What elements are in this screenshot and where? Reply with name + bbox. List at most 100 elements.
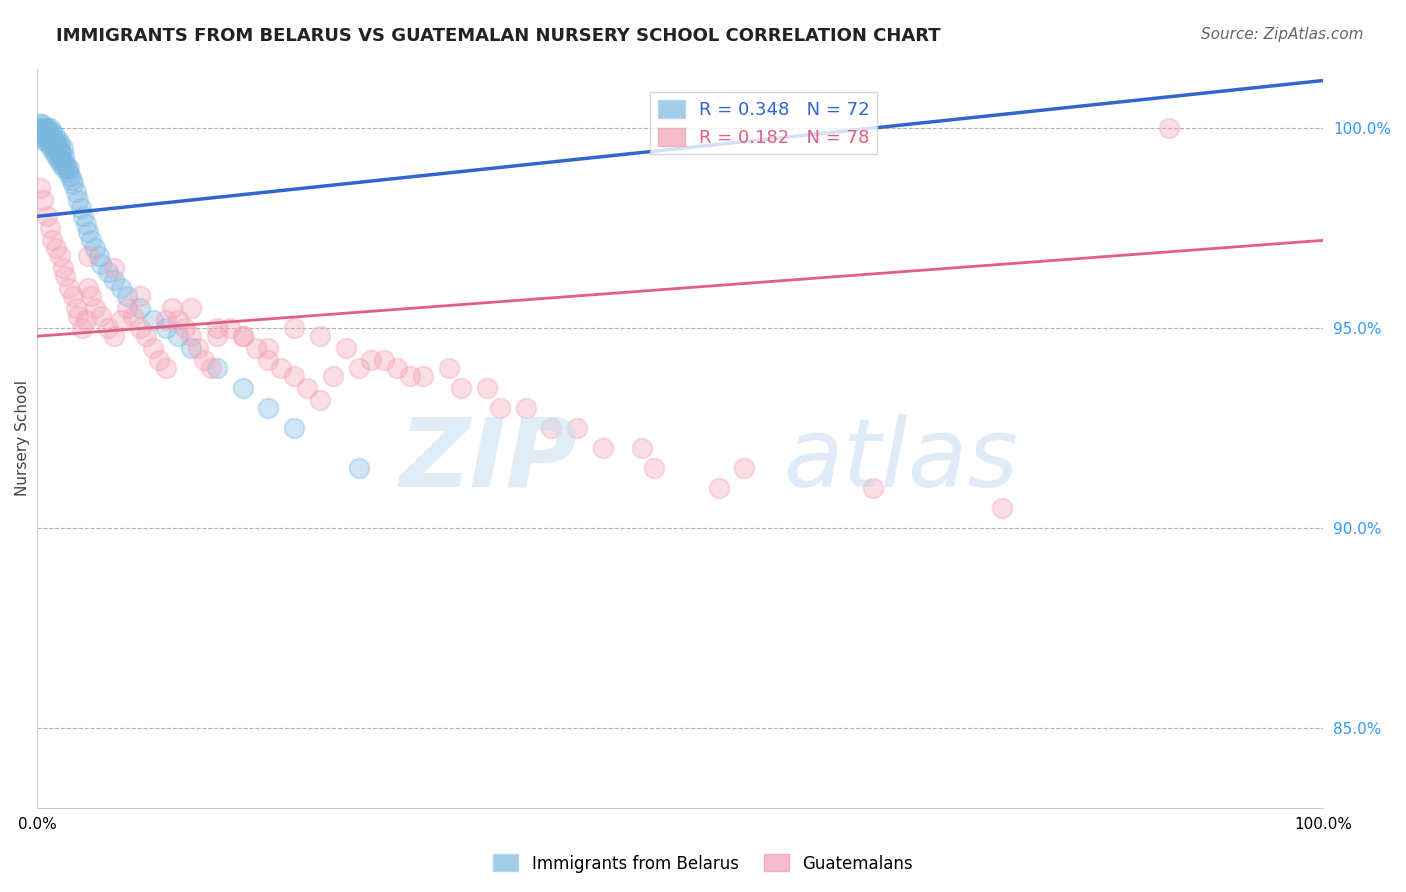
Point: [62, 289, 84, 303]
Point: [77, 225, 100, 239]
Point: [283, 421, 305, 435]
Point: [128, 289, 150, 303]
Point: [180, 341, 202, 355]
Point: [205, 361, 228, 376]
Point: [97, 321, 120, 335]
Point: [205, 321, 228, 335]
Point: [32, 133, 55, 147]
Point: [205, 329, 228, 343]
Point: [30, 121, 52, 136]
Point: [39, 141, 62, 155]
Point: [44, 129, 66, 144]
Point: [115, 301, 138, 316]
Point: [75, 218, 97, 232]
Point: [77, 249, 100, 263]
Point: [28, 125, 51, 139]
Point: [48, 141, 70, 155]
Point: [69, 202, 91, 216]
Point: [245, 341, 267, 355]
Point: [67, 194, 90, 208]
Point: [83, 241, 105, 255]
Point: [55, 161, 77, 176]
Point: [65, 301, 87, 316]
Point: [155, 321, 177, 335]
Point: [80, 233, 103, 247]
Point: [49, 137, 72, 152]
Point: [347, 461, 370, 475]
Point: [58, 281, 80, 295]
Text: atlas: atlas: [783, 414, 1018, 507]
Point: [180, 329, 202, 343]
Point: [35, 133, 58, 147]
Point: [110, 281, 132, 295]
Point: [437, 361, 460, 376]
Point: [80, 289, 103, 303]
Point: [399, 369, 422, 384]
Point: [115, 289, 138, 303]
Point: [733, 461, 755, 475]
Point: [385, 361, 408, 376]
Y-axis label: Nursery School: Nursery School: [15, 380, 30, 496]
Point: [42, 133, 65, 147]
Point: [48, 153, 70, 168]
Point: [347, 361, 370, 376]
Point: [70, 321, 93, 335]
Point: [46, 145, 69, 160]
Point: [37, 210, 59, 224]
Point: [232, 329, 254, 343]
Point: [45, 241, 67, 255]
Point: [232, 381, 254, 395]
Point: [37, 121, 59, 136]
Point: [59, 169, 82, 184]
Point: [110, 313, 132, 327]
Point: [62, 178, 84, 192]
Point: [87, 249, 110, 263]
Point: [160, 301, 183, 316]
Point: [41, 125, 63, 139]
Point: [567, 421, 589, 435]
Point: [283, 369, 305, 384]
Text: ZIP: ZIP: [399, 414, 578, 507]
Point: [103, 273, 125, 287]
Point: [232, 329, 254, 343]
Point: [38, 137, 60, 152]
Point: [219, 321, 242, 335]
Point: [75, 313, 97, 327]
Point: [42, 145, 65, 160]
Point: [34, 121, 56, 136]
Point: [31, 125, 53, 139]
Point: [97, 265, 120, 279]
Point: [592, 441, 614, 455]
Point: [187, 341, 209, 355]
Point: [38, 121, 60, 136]
Point: [56, 165, 79, 179]
Point: [142, 341, 165, 355]
Point: [51, 157, 73, 171]
Legend: R = 0.348   N = 72, R = 0.182   N = 78: R = 0.348 N = 72, R = 0.182 N = 78: [651, 93, 877, 154]
Point: [412, 369, 434, 384]
Point: [32, 194, 55, 208]
Point: [128, 321, 150, 335]
Point: [155, 361, 177, 376]
Point: [27, 121, 49, 136]
Text: Source: ZipAtlas.com: Source: ZipAtlas.com: [1201, 27, 1364, 42]
Point: [257, 353, 280, 368]
Point: [1157, 121, 1180, 136]
Point: [707, 481, 730, 495]
Point: [38, 221, 60, 235]
Point: [103, 261, 125, 276]
Point: [167, 329, 190, 343]
Point: [60, 173, 83, 187]
Point: [41, 233, 63, 247]
Point: [309, 329, 332, 343]
Point: [31, 118, 53, 132]
Point: [52, 161, 75, 176]
Point: [155, 313, 177, 327]
Point: [39, 129, 62, 144]
Point: [103, 329, 125, 343]
Point: [643, 461, 665, 475]
Point: [53, 269, 76, 284]
Point: [373, 353, 395, 368]
Point: [45, 137, 67, 152]
Point: [489, 401, 512, 416]
